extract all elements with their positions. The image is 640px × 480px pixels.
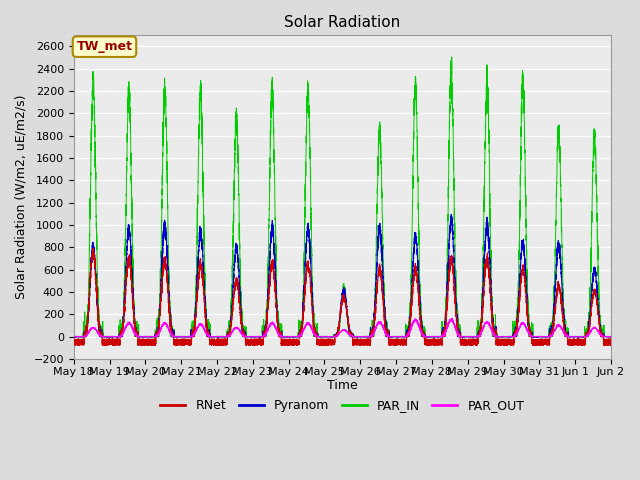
Y-axis label: Solar Radiation (W/m2, uE/m2/s): Solar Radiation (W/m2, uE/m2/s) [15, 95, 28, 300]
Legend: RNet, Pyranom, PAR_IN, PAR_OUT: RNet, Pyranom, PAR_IN, PAR_OUT [156, 395, 529, 418]
Title: Solar Radiation: Solar Radiation [284, 15, 401, 30]
Text: TW_met: TW_met [76, 40, 132, 53]
X-axis label: Time: Time [327, 379, 358, 392]
